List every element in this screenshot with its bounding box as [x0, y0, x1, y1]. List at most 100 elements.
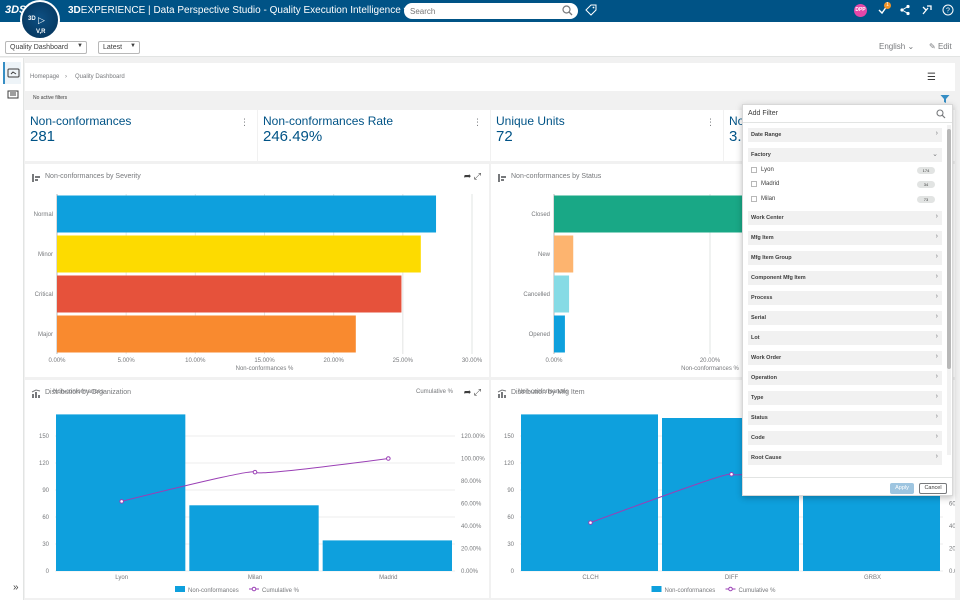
filter-group-date-range[interactable]: Date Range ›	[748, 128, 942, 142]
category-label: CLCH	[582, 575, 598, 581]
filter-option-lyon[interactable]: Lyon 174	[750, 164, 939, 176]
bar	[57, 315, 356, 353]
x-tick-label: 5.00%	[118, 358, 136, 364]
filter-group-work-order[interactable]: Work Order ›	[748, 351, 942, 365]
category-label: Minor	[38, 252, 53, 258]
filter-group-component-mfg-item[interactable]: Component Mfg Item ›	[748, 271, 942, 285]
search-icon[interactable]	[936, 109, 946, 119]
chevron-right-icon: ›	[935, 293, 938, 300]
x-tick-label: 15.00%	[254, 358, 275, 364]
app-title[interactable]: 3DEXPERIENCE | Data Perspective Studio -…	[68, 5, 409, 16]
y-tick-label: 60	[42, 515, 49, 521]
help-icon[interactable]: ?	[942, 4, 954, 16]
rail-pages-button[interactable]	[3, 84, 21, 106]
filter-group-label: Mfg Item Group	[751, 255, 792, 261]
filter-group-label: Mfg Item	[751, 235, 774, 241]
option-label: Milan	[761, 196, 776, 202]
search-box[interactable]	[404, 3, 578, 19]
checkbox[interactable]	[751, 167, 757, 173]
option-count: 174	[917, 167, 935, 174]
x-axis-label: Non-conformances %	[236, 366, 294, 372]
more-options-icon[interactable]: ⋮	[706, 117, 715, 127]
dashboard-select[interactable]: Quality Dashboard ▼	[5, 41, 87, 54]
scrollbar-thumb[interactable]	[947, 129, 951, 369]
cancel-button[interactable]: Cancel	[919, 483, 947, 494]
bar-chart-icon	[32, 174, 40, 182]
filter-group-process[interactable]: Process ›	[748, 291, 942, 305]
share-icon[interactable]	[899, 4, 911, 16]
version-select[interactable]: Latest ▼	[98, 41, 140, 54]
filter-group-mfg-item[interactable]: Mfg Item ›	[748, 231, 942, 245]
share-icon[interactable]: ➦	[463, 171, 472, 181]
filter-group-lot[interactable]: Lot ›	[748, 331, 942, 345]
line-point	[252, 469, 258, 475]
y-tick-label: 30	[507, 542, 514, 548]
filter-group-work-center[interactable]: Work Center ›	[748, 211, 942, 225]
chevron-down-icon: ▼	[130, 43, 136, 49]
search-icon[interactable]	[562, 5, 573, 16]
filter-option-milan[interactable]: Milan 73	[750, 193, 939, 205]
app-name: Data Perspective Studio - Quality Execut…	[153, 5, 401, 16]
dashboard-toolbar	[0, 22, 960, 57]
filter-group-label: Type	[751, 395, 764, 401]
line-point	[729, 471, 734, 477]
filter-scrollbar[interactable]	[947, 125, 951, 455]
kpi-tile: Unique Units 72 ⋮	[491, 110, 723, 161]
more-options-icon[interactable]: ⋮	[240, 117, 249, 127]
filter-group-code[interactable]: Code ›	[748, 431, 942, 445]
y2-tick-label: 0.00%	[949, 569, 955, 575]
menu-icon[interactable]: ☰	[927, 72, 936, 83]
breadcrumb-home[interactable]: Homepage	[30, 74, 60, 80]
svg-text:?: ?	[946, 8, 950, 15]
y2-tick-label: 80.00%	[461, 479, 482, 485]
checkbox[interactable]	[751, 196, 757, 202]
filter-group-factory[interactable]: Factory ⌄	[748, 148, 942, 162]
filter-option-madrid[interactable]: Madrid 34	[750, 178, 939, 190]
apply-button[interactable]: Apply	[890, 483, 914, 494]
language-select[interactable]: English ⌄	[879, 42, 914, 51]
chevron-right-icon: ›	[935, 313, 938, 320]
avatar[interactable]: DPP	[854, 4, 867, 17]
language-label: English	[879, 42, 906, 51]
filter-group-label: Component Mfg Item	[751, 275, 806, 281]
filter-group-serial[interactable]: Serial ›	[748, 311, 942, 325]
kpi-title: Non-conformances Rate	[263, 114, 394, 128]
filter-group-type[interactable]: Type ›	[748, 391, 942, 405]
kpi-value: 281	[30, 128, 56, 145]
filter-group-operation[interactable]: Operation ›	[748, 371, 942, 385]
x-tick-label: 0.00%	[545, 358, 563, 364]
card-title: Distribution by Organization	[45, 389, 131, 396]
filter-group-root-cause[interactable]: Root Cause ›	[748, 451, 942, 465]
y2-tick-label: 20.00%	[461, 547, 482, 553]
expand-icon[interactable]: ⤢	[473, 171, 481, 181]
edit-button[interactable]: ✎ Edit	[929, 42, 952, 51]
y2-tick-label: 100.00%	[461, 457, 485, 463]
card-title: Non-conformances by Severity	[45, 173, 141, 180]
y2-tick-label: 40.00%	[461, 524, 482, 530]
y-tick-label: 90	[42, 488, 49, 494]
chevron-right-icon: ›	[935, 273, 938, 280]
filter-group-label: Code	[751, 435, 765, 441]
filter-group-mfg-item-group[interactable]: Mfg Item Group ›	[748, 251, 942, 265]
rail-dashboard-button[interactable]	[3, 62, 21, 84]
filter-icon[interactable]	[940, 94, 950, 104]
filter-group-status[interactable]: Status ›	[748, 411, 942, 425]
severity-chart-card: Non-conformances by Severity ➦ ⤢ 0.00% 5.…	[25, 164, 489, 377]
y2-tick-label: 60.00%	[949, 502, 955, 508]
filter-panel-header: Add Filter	[743, 105, 952, 123]
y-axis-label: Non-conformances	[53, 389, 104, 395]
share-icon[interactable]: ➦	[463, 387, 472, 397]
expand-icon[interactable]: ⤢	[473, 387, 481, 397]
more-options-icon[interactable]: ⋮	[473, 117, 482, 127]
tag-icon[interactable]	[585, 4, 597, 16]
tools-icon[interactable]	[921, 4, 933, 16]
y-tick-label: 120	[504, 461, 515, 467]
card-title: Distribution by Mfg Item	[511, 389, 585, 396]
category-label: Milan	[248, 575, 262, 581]
option-count: 34	[917, 181, 935, 188]
compass[interactable]: 3D ▷ V,R	[20, 0, 60, 40]
expand-rail-icon[interactable]: »	[13, 582, 19, 593]
left-rail: »	[0, 58, 24, 600]
search-input[interactable]	[410, 5, 560, 17]
checkbox[interactable]	[751, 181, 757, 187]
